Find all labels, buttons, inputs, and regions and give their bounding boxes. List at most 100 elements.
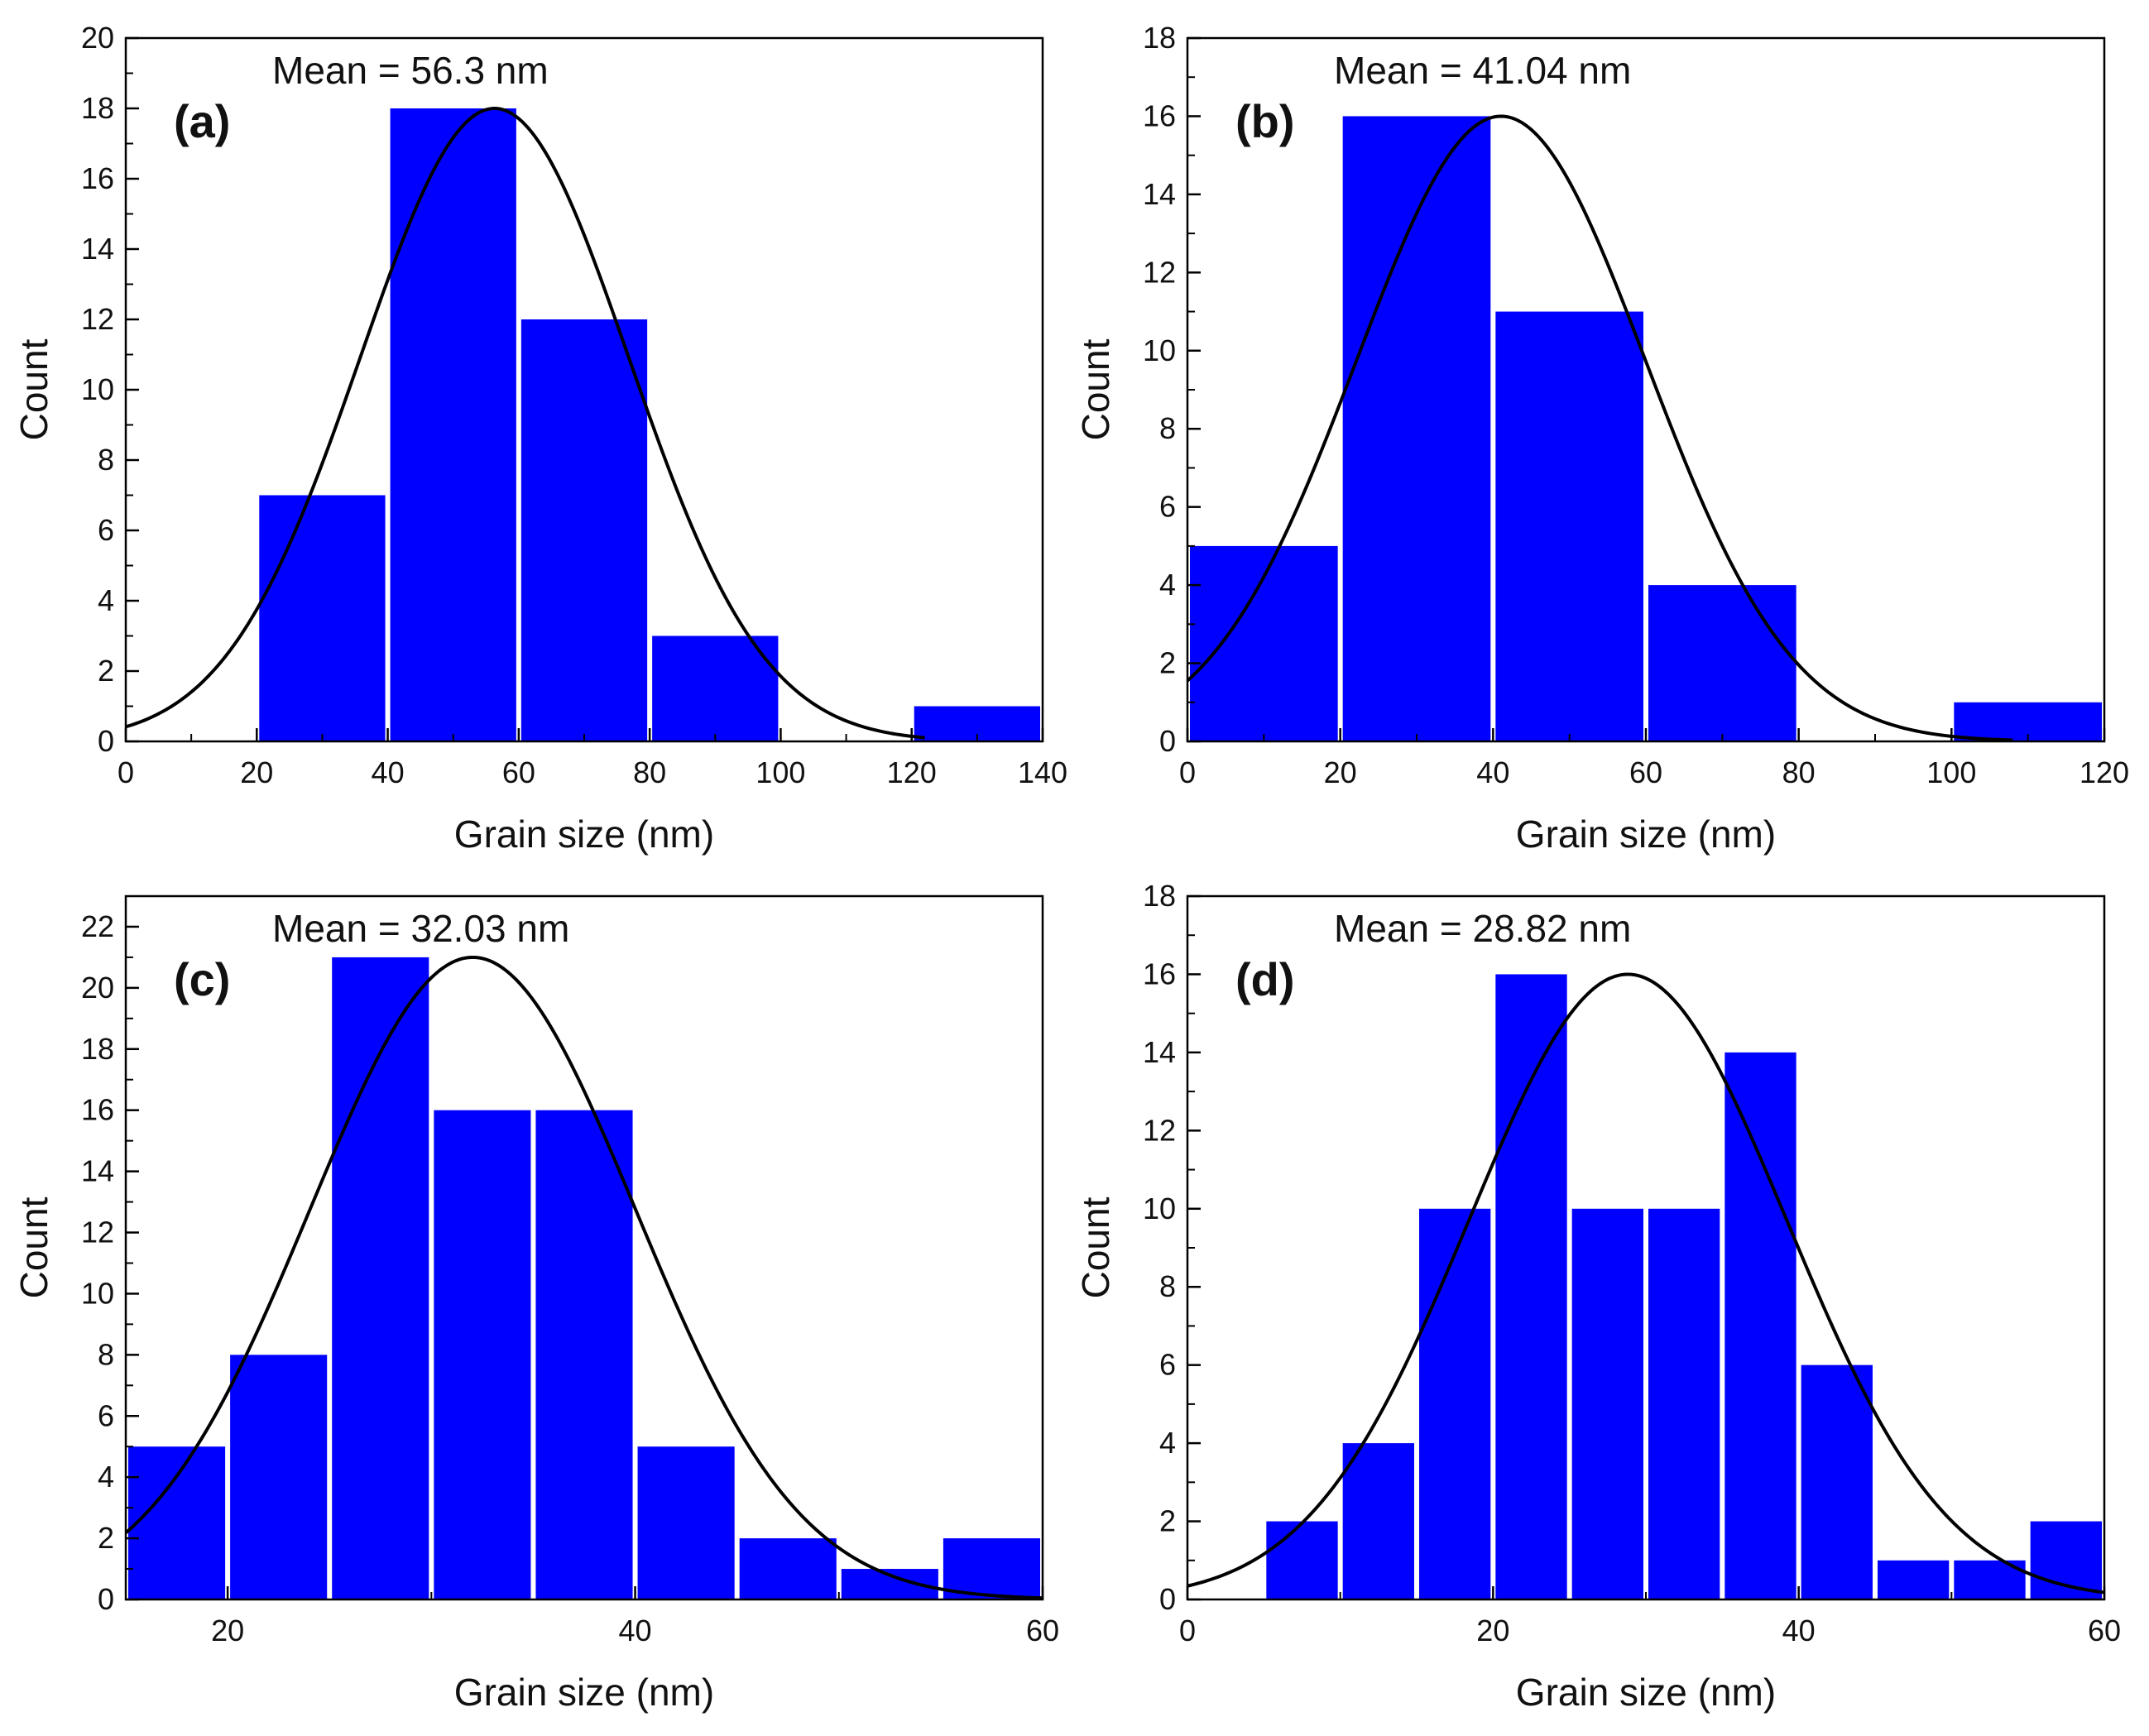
mean-annotation: Mean = 32.03 nm (272, 907, 569, 950)
histogram-bar (1571, 1208, 1643, 1599)
x-tick-label: 140 (1018, 755, 1067, 789)
histogram-bar (1342, 1443, 1414, 1599)
x-tick-label: 20 (211, 1614, 244, 1647)
y-tick-label: 12 (1143, 255, 1176, 289)
histogram-bar (739, 1538, 837, 1599)
y-tick-label: 14 (1143, 177, 1176, 211)
y-tick-label: 6 (1159, 490, 1176, 524)
x-tick-label: 40 (372, 755, 405, 789)
y-tick-label: 0 (98, 1582, 114, 1616)
histogram-bar (1648, 585, 1796, 741)
histogram-bar (1648, 1208, 1720, 1599)
x-tick-label: 40 (1782, 1614, 1816, 1647)
y-tick-label: 2 (1159, 1504, 1176, 1538)
y-tick-label: 8 (1159, 1269, 1176, 1303)
histogram-bar (390, 108, 516, 741)
x-tick-label: 40 (1476, 755, 1509, 789)
y-tick-label: 0 (1159, 724, 1176, 758)
y-tick-label: 16 (1143, 957, 1176, 990)
histogram-bar (434, 1110, 531, 1599)
y-tick-label: 8 (1159, 411, 1176, 445)
y-tick-label: 0 (1159, 1582, 1176, 1616)
x-tick-label: 20 (240, 755, 273, 789)
mean-annotation: Mean = 41.04 nm (1334, 49, 1631, 92)
histogram-bar (128, 1446, 226, 1599)
y-tick-label: 6 (1159, 1348, 1176, 1382)
y-tick-label: 18 (81, 1032, 114, 1066)
gaussian-fit-curve (1186, 114, 2013, 742)
x-tick-label: 60 (1629, 755, 1662, 789)
x-tick-label: 0 (118, 755, 134, 789)
y-axis-label: Count (1074, 1196, 1117, 1298)
x-tick-label: 20 (1476, 1614, 1509, 1647)
histogram-bar (637, 1446, 735, 1599)
y-tick-label: 8 (98, 443, 114, 477)
gaussian-fit-curve (125, 107, 925, 740)
x-tick-label: 80 (1782, 755, 1816, 789)
y-tick-label: 14 (81, 1154, 114, 1188)
histogram-bar (1495, 974, 1567, 1599)
y-tick-label: 12 (81, 1216, 114, 1249)
x-tick-label: 60 (2088, 1614, 2121, 1647)
panel-label: (d) (1235, 953, 1295, 1005)
histogram-bar (1801, 1364, 1873, 1599)
x-axis-label: Grain size (nm) (454, 813, 714, 856)
plot-frame (124, 894, 1044, 1601)
y-tick-label: 16 (81, 1093, 114, 1127)
histogram-bar (1266, 1521, 1338, 1599)
histogram-bar (520, 319, 648, 741)
y-tick-label: 12 (1143, 1113, 1176, 1147)
x-tick-label: 80 (633, 755, 666, 789)
x-tick-label: 100 (1926, 755, 1976, 789)
y-tick-label: 0 (98, 724, 114, 758)
gaussian-fit-curve (124, 955, 1043, 1600)
y-tick-label: 10 (1143, 333, 1176, 367)
y-tick-label: 16 (1143, 98, 1176, 132)
histogram-bar (230, 1355, 328, 1599)
y-tick-label: 16 (81, 161, 114, 195)
y-tick-label: 18 (1143, 21, 1176, 55)
y-tick-label: 10 (81, 372, 114, 406)
y-tick-label: 10 (1143, 1192, 1176, 1225)
y-tick-label: 14 (81, 232, 114, 266)
y-axis-label: Count (12, 1196, 55, 1298)
histogram-bar (2030, 1521, 2102, 1599)
y-axis-label: Count (1074, 338, 1117, 440)
y-tick-label: 6 (98, 1398, 114, 1432)
y-tick-label: 4 (98, 1460, 114, 1494)
x-tick-label: 60 (1026, 1614, 1059, 1647)
x-tick-label: 40 (619, 1614, 652, 1647)
y-tick-label: 10 (81, 1276, 114, 1310)
y-axis-label: Count (12, 338, 55, 440)
y-tick-label: 12 (81, 302, 114, 336)
x-tick-label: 120 (2079, 755, 2129, 789)
gaussian-fit-curve (1187, 972, 2105, 1595)
histogram-bar (332, 957, 429, 1599)
panel-a: 0 2 4 6 8 10 12 14 16 18 20 0 20 40 60 80 100 120 140 Grain… (12, 21, 1067, 856)
histogram-bar (652, 635, 779, 741)
histogram-bar (1419, 1208, 1491, 1599)
y-tick-label: 2 (1159, 646, 1176, 680)
panel-label: (c) (174, 953, 230, 1005)
panel-label: (a) (174, 95, 230, 147)
y-tick-label: 14 (1143, 1035, 1176, 1069)
histogram-bar (259, 495, 386, 741)
x-tick-label: 20 (1324, 755, 1357, 789)
x-tick-label: 60 (502, 755, 535, 789)
y-tick-label: 6 (98, 513, 114, 547)
histogram-bar (1878, 1560, 1950, 1599)
histogram-bar (1495, 311, 1643, 741)
y-tick-label: 4 (1159, 568, 1176, 602)
x-tick-label: 0 (1179, 755, 1196, 789)
histogram-bar (1342, 116, 1491, 741)
y-tick-label: 2 (98, 654, 114, 688)
histogram-bar (1724, 1052, 1796, 1599)
mean-annotation: Mean = 56.3 nm (272, 49, 549, 92)
x-tick-label: 0 (1179, 1614, 1196, 1647)
mean-annotation: Mean = 28.82 nm (1334, 907, 1631, 950)
y-tick-label: 4 (1159, 1426, 1176, 1460)
y-tick-label: 4 (98, 583, 114, 617)
x-axis-label: Grain size (nm) (1516, 813, 1776, 856)
plot-frame (1186, 894, 2106, 1601)
